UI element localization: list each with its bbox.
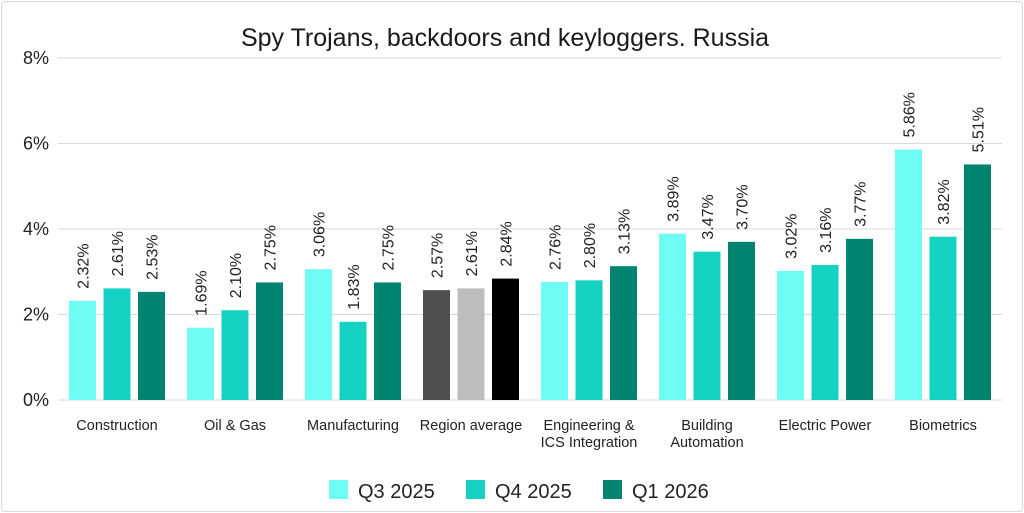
x-tick-label: Oil & Gas [204,418,266,434]
data-label: 2.76% [548,225,565,270]
data-label: 2.61% [464,231,481,276]
x-tick-label: Electric Power [779,418,872,434]
legend-item: Q4 2025 [466,480,572,503]
data-label: 3.13% [617,209,634,254]
x-tick-label: Engineering & [543,418,634,434]
legend-swatch [329,480,348,499]
bar [777,270,804,400]
data-label: 3.89% [666,176,683,221]
bar [374,282,401,400]
bar [964,164,991,400]
bar [846,238,873,400]
data-label: 3.82% [936,179,953,224]
data-label: 3.06% [312,212,329,257]
x-tick-label: ICS Integration [541,435,638,451]
bar [659,233,686,400]
x-tick-label: Building [681,418,733,434]
bar [492,278,519,400]
value-labels: 2.32% 2.61% 2.53% 1.69% 2.10% 2.75% 3.06% 1.83%… [76,92,988,316]
x-tick-label: Biometrics [909,418,977,434]
y-tick-label: 4% [23,219,49,239]
data-label: 2.75% [263,225,280,270]
data-label: 3.16% [818,208,835,253]
y-tick-label: 6% [23,134,49,154]
x-tick-label: Automation [670,435,743,451]
data-label: 2.80% [582,223,599,268]
data-label: 2.75% [381,225,398,270]
y-tick-label: 0% [23,390,49,410]
data-label: 3.02% [784,214,801,259]
data-label: 2.57% [430,233,447,278]
data-label: 1.69% [194,270,211,315]
bar [541,282,568,400]
y-tick-label: 8% [23,48,49,68]
data-label: 5.51% [971,107,988,152]
bar [811,264,839,400]
y-axis: 0% 2% 4% 6% 8% [23,48,49,410]
bar [929,236,957,400]
data-label: 5.86% [902,92,919,137]
legend: Q3 2025 Q4 2025 Q1 2026 [329,480,709,503]
legend-label: Q1 2026 [632,481,709,503]
bar [221,310,249,400]
bar [895,149,922,400]
bar [457,288,485,400]
legend-label: Q4 2025 [495,481,572,503]
data-label: 2.53% [145,234,162,279]
bar [610,266,637,400]
bar [728,241,755,400]
y-tick-label: 2% [23,305,49,325]
legend-item: Q1 2026 [603,480,709,503]
bar [187,327,214,400]
bars [69,149,991,400]
data-label: 3.70% [735,184,752,229]
chart-title: Spy Trojans, backdoors and keyloggers. R… [241,24,769,52]
data-label: 3.77% [853,181,870,226]
data-label: 3.47% [700,194,717,239]
data-label: 2.32% [76,243,93,288]
x-tick-label: Construction [76,418,157,434]
bar [339,321,367,400]
bar [423,290,450,400]
x-axis: Construction Oil & Gas Manufacturing Region… [76,418,977,451]
gridlines [58,57,1002,401]
legend-swatch [603,480,622,499]
data-label: 1.83% [346,264,363,309]
bar [138,291,165,400]
data-label: 2.84% [499,221,516,266]
bar [693,251,721,400]
bar [103,288,131,400]
x-tick-label: Region average [420,418,522,434]
x-tick-label: Manufacturing [307,418,399,434]
bar [305,269,332,400]
data-label: 2.10% [228,253,245,298]
bar [575,280,603,400]
bar [69,300,96,400]
legend-label: Q3 2025 [358,481,435,503]
data-label: 2.61% [110,231,127,276]
legend-item: Q3 2025 [329,480,435,503]
legend-swatch [466,480,485,499]
bar [256,282,283,400]
